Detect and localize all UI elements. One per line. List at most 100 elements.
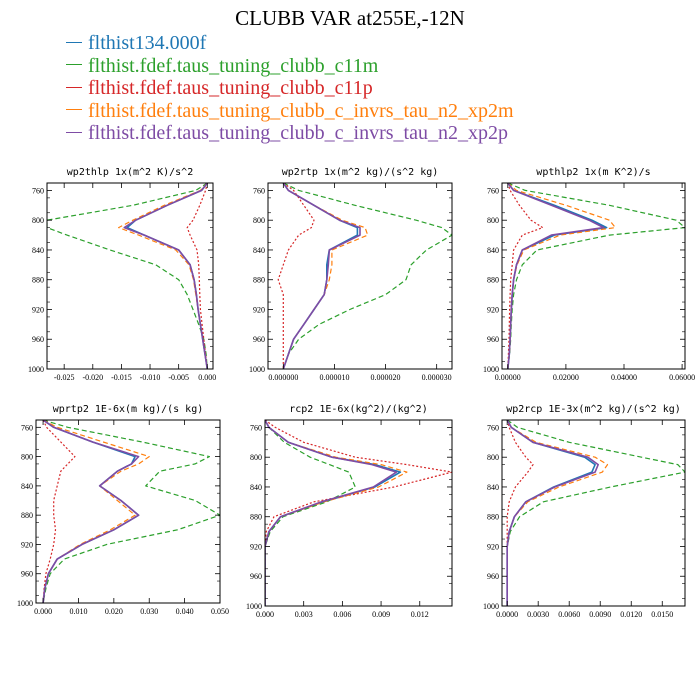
x-tick-label: 0.0060 (558, 610, 580, 619)
y-tick-label: 840 (487, 246, 499, 255)
legend-label: flthist.fdef.taus_tuning_clubb_c11m (88, 54, 379, 77)
series-line (123, 183, 209, 369)
y-tick-label: 920 (250, 542, 262, 551)
x-tick-label: 0.0150 (651, 610, 673, 619)
x-tick-label: 0.0030 (527, 610, 549, 619)
x-tick-label: 0.0120 (620, 610, 642, 619)
y-tick-label: 800 (250, 453, 262, 462)
figure-title: CLUBB VAR at255E,-12N (235, 6, 465, 30)
plot-frame (35, 419, 221, 604)
series-line (506, 420, 685, 606)
legend-swatch (66, 41, 82, 43)
plot-frame (501, 419, 686, 607)
y-tick-label: 760 (250, 423, 262, 432)
series-line (47, 183, 208, 369)
y-tick-label: 960 (250, 572, 262, 581)
x-tick-label: -0.020 (82, 373, 103, 382)
x-tick-label: 0.006 (333, 610, 351, 619)
y-tick-label: 960 (487, 335, 499, 344)
series-line (186, 183, 208, 369)
y-tick-label: 880 (250, 513, 262, 522)
y-tick-label: 1000 (483, 602, 499, 611)
y-tick-label: 1000 (483, 365, 499, 374)
y-tick-label: 800 (21, 453, 33, 462)
y-tick-label: 960 (253, 335, 265, 344)
series-line (265, 420, 398, 606)
series-line (507, 183, 605, 369)
x-tick-label: -0.015 (111, 373, 132, 382)
x-tick-label: 0.000 (198, 373, 216, 382)
panel-title: wp2thlp 1x(m^2 K)/s^2 (67, 167, 193, 178)
y-tick-label: 800 (487, 216, 499, 225)
y-tick-label: 1000 (246, 602, 262, 611)
legend: flthist134.000f flthist.fdef.taus_tuning… (66, 32, 514, 145)
series-line (277, 183, 315, 369)
legend-label: flthist.fdef.taus_tuning_clubb_c_invrs_t… (88, 99, 514, 122)
x-tick-label: 0.0000 (496, 610, 518, 619)
legend-entry: flthist.fdef.taus_tuning_clubb_c_invrs_t… (66, 122, 514, 145)
y-tick-label: 800 (32, 216, 44, 225)
panel-title: wp2rcp 1E-3x(m^2 kg)/(s^2 kg) (506, 404, 681, 415)
x-tick-label: 0.009 (372, 610, 390, 619)
panel-title: wp2rtp 1x(m^2 kg)/(s^2 kg) (282, 167, 439, 178)
series-line (506, 420, 609, 606)
x-tick-label: 0.010 (69, 607, 87, 616)
x-tick-label: -0.005 (168, 373, 189, 382)
plot-frame (267, 182, 453, 370)
y-tick-label: 920 (253, 305, 265, 314)
y-tick-label: 840 (253, 246, 265, 255)
y-tick-label: 960 (32, 335, 44, 344)
x-tick-label: 0.030 (140, 607, 158, 616)
x-tick-label: -0.010 (140, 373, 161, 382)
x-tick-label: 0.003 (295, 610, 313, 619)
x-tick-label: 0.04000 (611, 373, 637, 382)
legend-swatch (66, 109, 82, 111)
legend-swatch (66, 86, 82, 88)
x-tick-label: 0.02000 (553, 373, 579, 382)
series-line (42, 420, 76, 603)
y-tick-label: 920 (487, 542, 499, 551)
series-line (265, 420, 452, 606)
y-tick-label: 960 (21, 570, 33, 579)
y-tick-label: 800 (253, 216, 265, 225)
legend-label: flthist134.000f (88, 32, 207, 54)
y-tick-label: 840 (487, 483, 499, 492)
legend-entry: flthist.fdef.taus_tuning_clubb_c11p (66, 77, 514, 100)
y-tick-label: 760 (253, 186, 265, 195)
x-tick-label: 0.000030 (422, 373, 452, 382)
x-tick-label: 0.050 (211, 607, 229, 616)
y-tick-label: 880 (487, 513, 499, 522)
x-tick-label: 0.012 (411, 610, 429, 619)
y-tick-label: 920 (21, 540, 33, 549)
y-tick-label: 880 (21, 511, 33, 520)
legend-swatch (66, 64, 82, 66)
x-tick-label: 0.00000 (495, 373, 521, 382)
x-tick-label: 0.040 (176, 607, 194, 616)
y-tick-label: 1000 (17, 599, 33, 608)
legend-swatch (66, 131, 82, 133)
x-tick-label: 0.000020 (371, 373, 401, 382)
series-line (507, 183, 544, 369)
y-tick-label: 800 (487, 453, 499, 462)
y-tick-label: 760 (487, 186, 499, 195)
x-tick-label: 0.020 (105, 607, 123, 616)
y-tick-label: 760 (487, 423, 499, 432)
panel-title: wprtp2 1E-6x(m kg)/(s kg) (53, 404, 204, 415)
y-tick-label: 920 (487, 305, 499, 314)
x-tick-label: 0.0090 (589, 610, 611, 619)
legend-label: flthist.fdef.taus_tuning_clubb_c_invrs_t… (88, 122, 508, 144)
y-tick-label: 840 (21, 482, 33, 491)
x-tick-label: 0.000000 (268, 373, 298, 382)
y-tick-label: 880 (32, 276, 44, 285)
x-tick-label: 0.06000 (669, 373, 695, 382)
legend-entry: flthist134.000f (66, 32, 514, 55)
y-tick-label: 880 (487, 276, 499, 285)
plot-frame (46, 182, 214, 370)
series-line (42, 420, 140, 603)
y-tick-label: 960 (487, 572, 499, 581)
panel-title: rcp2 1E-6x(kg^2)/(kg^2) (289, 404, 427, 415)
